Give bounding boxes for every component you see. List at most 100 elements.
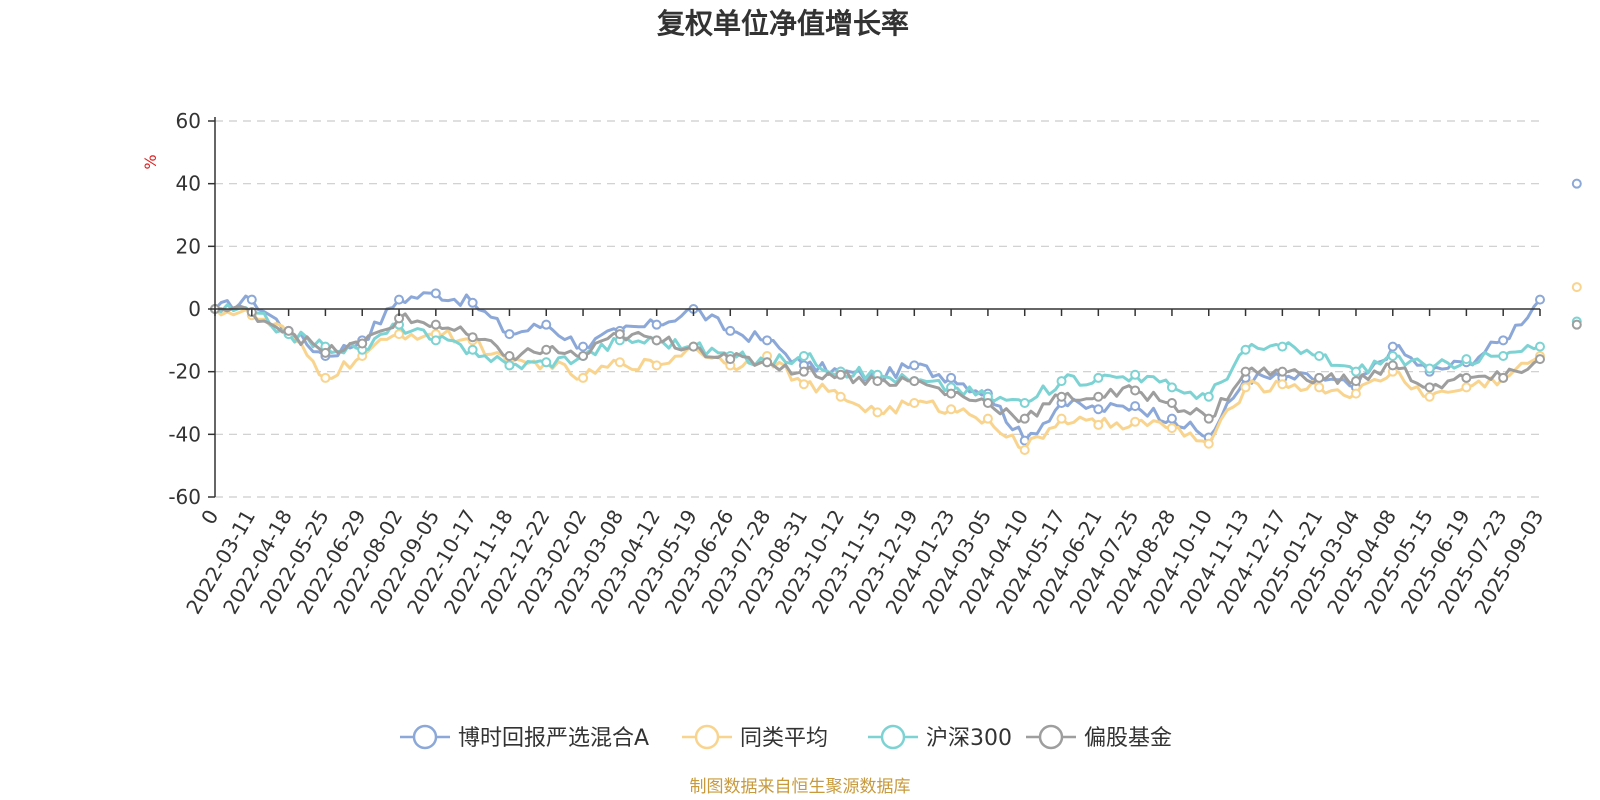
data-point bbox=[651, 335, 662, 346]
series-layer bbox=[210, 178, 1582, 455]
legend-marker bbox=[412, 724, 438, 750]
data-point bbox=[1019, 398, 1030, 408]
data-point bbox=[1424, 363, 1435, 374]
data-point bbox=[1350, 376, 1361, 387]
data-point bbox=[835, 369, 846, 380]
data-point bbox=[1387, 360, 1398, 371]
legend-item-3[interactable]: 偏股基金 bbox=[1026, 724, 1172, 751]
series-3 bbox=[210, 304, 1582, 424]
data-point bbox=[651, 319, 662, 330]
y-tick-label: 40 bbox=[176, 172, 201, 196]
data-point bbox=[1240, 382, 1251, 393]
data-point bbox=[762, 357, 773, 368]
data-point bbox=[504, 329, 515, 340]
data-point bbox=[762, 335, 773, 346]
axis-layer: 6040200-20-40-6002022-03-112022-04-18202… bbox=[168, 109, 1548, 618]
data-point bbox=[541, 319, 552, 330]
data-point bbox=[1314, 351, 1325, 361]
y-tick-label: 20 bbox=[176, 234, 201, 258]
data-point bbox=[1203, 413, 1214, 424]
data-point bbox=[1498, 335, 1509, 346]
legend-item-2[interactable]: 沪深300 bbox=[868, 724, 1012, 751]
data-point bbox=[946, 404, 957, 415]
data-point bbox=[283, 325, 294, 336]
data-point bbox=[1130, 385, 1141, 396]
data-point bbox=[1571, 282, 1582, 293]
chart-title: 复权单位净值增长率 bbox=[657, 7, 909, 40]
data-point bbox=[872, 407, 883, 418]
legend-marker bbox=[1038, 724, 1064, 750]
y-tick-label: -20 bbox=[168, 360, 201, 384]
data-point bbox=[1314, 372, 1325, 383]
legend-label: 沪深300 bbox=[926, 726, 1012, 751]
data-point bbox=[1130, 401, 1141, 412]
data-point bbox=[541, 344, 552, 355]
data-point bbox=[1350, 388, 1361, 399]
y-tick-label: 0 bbox=[188, 297, 201, 321]
data-point bbox=[798, 366, 809, 377]
data-point bbox=[1314, 382, 1325, 393]
data-point bbox=[798, 351, 809, 361]
data-point bbox=[320, 372, 331, 383]
data-point bbox=[1461, 382, 1472, 393]
data-point bbox=[1387, 341, 1398, 352]
legend-marker bbox=[694, 724, 720, 750]
data-point bbox=[504, 360, 515, 371]
data-point bbox=[1056, 413, 1067, 424]
legend-label: 博时回报严选混合A bbox=[458, 726, 649, 751]
data-point bbox=[909, 360, 920, 371]
source-note: 制图数据来自恒生聚源数据库 bbox=[690, 777, 911, 797]
legend-label: 同类平均 bbox=[740, 726, 828, 751]
data-point bbox=[688, 341, 699, 352]
y-tick-label: -40 bbox=[168, 422, 201, 446]
data-point bbox=[651, 360, 662, 371]
data-point bbox=[1093, 404, 1104, 415]
data-point bbox=[1166, 423, 1177, 434]
data-point bbox=[1130, 416, 1141, 427]
data-point bbox=[357, 338, 368, 349]
data-point bbox=[578, 351, 589, 361]
data-point bbox=[1166, 413, 1177, 424]
data-point bbox=[1277, 379, 1288, 390]
data-point bbox=[1387, 351, 1398, 361]
data-point bbox=[1203, 391, 1214, 402]
data-point bbox=[614, 329, 625, 340]
data-point bbox=[946, 372, 957, 383]
data-point bbox=[1535, 354, 1545, 365]
legend[interactable]: 博时回报严选混合A 同类平均 沪深300 偏股基金 bbox=[400, 724, 1172, 751]
legend-item-1[interactable]: 同类平均 bbox=[682, 724, 828, 751]
data-point bbox=[578, 372, 589, 383]
data-point bbox=[430, 319, 441, 330]
data-point bbox=[467, 297, 478, 308]
legend-item-0[interactable]: 博时回报严选混合A bbox=[400, 724, 649, 751]
data-point bbox=[725, 354, 736, 365]
data-point bbox=[1019, 445, 1030, 455]
data-point bbox=[1240, 366, 1251, 377]
series-line bbox=[214, 303, 1541, 405]
data-point bbox=[578, 341, 589, 352]
data-point bbox=[1571, 178, 1582, 189]
legend-marker bbox=[880, 724, 906, 750]
data-point bbox=[614, 357, 625, 368]
data-point bbox=[1277, 341, 1288, 352]
y-axis-unit: % bbox=[141, 154, 160, 169]
x-tick-label: 0 bbox=[196, 506, 223, 529]
data-point bbox=[982, 398, 993, 408]
data-point bbox=[467, 344, 478, 355]
data-point bbox=[982, 413, 993, 424]
data-point bbox=[1571, 319, 1582, 330]
data-point bbox=[909, 398, 920, 408]
data-point bbox=[1130, 369, 1141, 380]
data-point bbox=[872, 376, 883, 387]
series-line bbox=[214, 304, 1541, 424]
data-point bbox=[1166, 398, 1177, 408]
data-point bbox=[1498, 372, 1509, 383]
data-point bbox=[909, 376, 920, 387]
data-point bbox=[946, 388, 957, 399]
data-point bbox=[1093, 372, 1104, 383]
data-point bbox=[467, 332, 478, 343]
data-point bbox=[1535, 294, 1545, 305]
data-point bbox=[541, 357, 552, 368]
data-point bbox=[1203, 438, 1214, 449]
